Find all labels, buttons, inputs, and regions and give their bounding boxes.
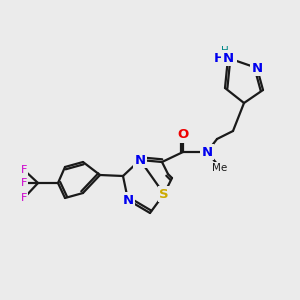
Text: N: N (251, 61, 262, 74)
Text: HN: HN (214, 52, 236, 64)
Text: O: O (177, 128, 189, 142)
Text: F: F (21, 165, 27, 175)
Text: N: N (134, 154, 146, 166)
Text: N: N (251, 61, 262, 74)
Text: F: F (21, 178, 27, 188)
Text: F: F (21, 193, 27, 203)
Text: N: N (222, 52, 234, 64)
Text: H: H (220, 46, 228, 56)
Text: N: N (201, 146, 213, 158)
Text: S: S (159, 188, 169, 200)
Text: Me: Me (212, 163, 227, 173)
Text: N: N (122, 194, 134, 206)
